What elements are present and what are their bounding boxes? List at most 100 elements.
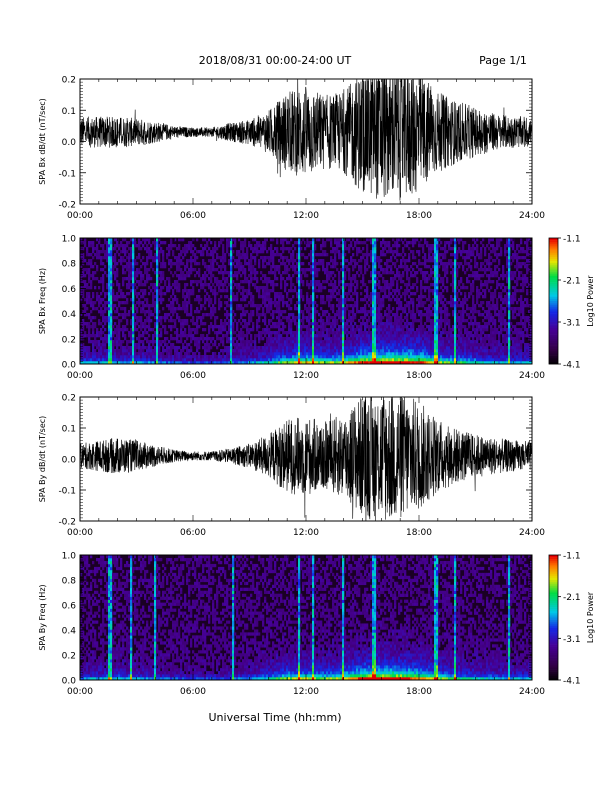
spectrogram-cell bbox=[86, 268, 89, 272]
spectrogram-cell bbox=[80, 346, 83, 350]
spectrogram-cell bbox=[238, 349, 241, 353]
spectrogram-cell bbox=[380, 349, 383, 353]
spectrogram-cell bbox=[290, 238, 293, 242]
spectrogram-cell bbox=[350, 298, 353, 302]
spectrogram-cell bbox=[314, 358, 317, 362]
spectrogram-cell bbox=[226, 295, 229, 299]
spectrogram-cell bbox=[278, 340, 281, 344]
spectrogram-cell bbox=[352, 343, 355, 347]
spectrogram-cell bbox=[384, 280, 387, 284]
spectrogram-cell bbox=[298, 313, 301, 317]
spectrogram-cell bbox=[84, 241, 87, 245]
spectrogram-cell bbox=[110, 358, 113, 362]
spectrogram-cell bbox=[184, 307, 187, 311]
spectrogram-cell bbox=[282, 262, 285, 266]
spectrogram-cell bbox=[88, 274, 91, 278]
spectrogram-cell bbox=[228, 253, 231, 257]
spectrogram-cell bbox=[272, 331, 275, 335]
spectrogram-cell bbox=[304, 340, 307, 344]
spectrogram-cell bbox=[258, 289, 261, 293]
spectrogram-cell bbox=[390, 292, 393, 296]
spectrogram-cell bbox=[156, 271, 159, 275]
spectrogram-cell bbox=[138, 346, 141, 350]
spectrogram-cell bbox=[100, 301, 103, 305]
spectrogram-cell bbox=[304, 334, 307, 338]
spectrogram-cell bbox=[136, 268, 139, 272]
spectrogram-cell bbox=[428, 307, 431, 311]
spectrogram-cell bbox=[328, 301, 331, 305]
spectrogram-cell bbox=[404, 244, 407, 248]
spectrogram-cell bbox=[328, 262, 331, 266]
spectrogram-cell bbox=[364, 361, 367, 364]
spectrogram-cell bbox=[298, 310, 301, 314]
spectrogram-cell bbox=[232, 337, 235, 341]
spectrogram-cell bbox=[374, 328, 377, 332]
spectrogram-cell bbox=[424, 286, 427, 290]
spectrogram-cell bbox=[424, 349, 427, 353]
spectrogram-cell bbox=[318, 340, 321, 344]
spectrogram-cell bbox=[108, 247, 111, 251]
spectrogram-cell bbox=[132, 337, 135, 341]
spectrogram-cell bbox=[264, 289, 267, 293]
spectrogram-cell bbox=[210, 325, 213, 329]
spectrogram-cell bbox=[366, 259, 369, 263]
spectrogram-cell bbox=[130, 274, 133, 278]
spectrogram-cell bbox=[144, 328, 147, 332]
spectrogram-cell bbox=[170, 238, 173, 242]
spectrogram-cell bbox=[292, 340, 295, 344]
spectrogram-cell bbox=[412, 352, 415, 356]
spectrogram-cell bbox=[424, 340, 427, 344]
spectrogram-cell bbox=[334, 355, 337, 359]
spectrogram-cell bbox=[230, 241, 233, 245]
spectrogram-cell bbox=[180, 322, 183, 326]
spectrogram-cell bbox=[280, 337, 283, 341]
spectrogram-cell bbox=[400, 355, 403, 359]
spectrogram-cell bbox=[326, 316, 329, 320]
spectrogram-cell bbox=[230, 280, 233, 284]
spectrogram-cell bbox=[312, 340, 315, 344]
spectrogram-cell bbox=[368, 310, 371, 314]
spectrogram-cell bbox=[382, 325, 385, 329]
spectrogram-cell bbox=[126, 256, 129, 260]
spectrogram-cell bbox=[420, 310, 423, 314]
spectrogram-cell bbox=[334, 238, 337, 242]
spectrogram-cell bbox=[270, 301, 273, 305]
spectrogram-cell bbox=[246, 340, 249, 344]
spectrogram-cell bbox=[366, 238, 369, 242]
spectrogram-cell bbox=[344, 352, 347, 356]
spectrogram-cell bbox=[182, 343, 185, 347]
spectrogram-cell bbox=[90, 280, 93, 284]
spectrogram-cell bbox=[308, 313, 311, 317]
spectrogram-cell bbox=[334, 256, 337, 260]
spectrogram-cell bbox=[196, 331, 199, 335]
spectrogram-cell bbox=[360, 259, 363, 263]
spectrogram-cell bbox=[224, 283, 227, 287]
spectrogram-cell bbox=[170, 325, 173, 329]
spectrogram-cell bbox=[232, 286, 235, 290]
spectrogram-cell bbox=[94, 343, 97, 347]
spectrogram-cell bbox=[128, 361, 131, 364]
spectrogram-cell bbox=[130, 265, 133, 269]
spectrogram-cell bbox=[92, 361, 95, 364]
spectrogram-cell bbox=[228, 340, 231, 344]
spectrogram-cell bbox=[164, 280, 167, 284]
spectrogram-cell bbox=[300, 352, 303, 356]
spectrogram-cell bbox=[428, 340, 431, 344]
spectrogram-cell bbox=[88, 241, 91, 245]
spectrogram-cell bbox=[410, 274, 413, 278]
spectrogram-cell bbox=[374, 334, 377, 338]
spectrogram-cell bbox=[248, 346, 251, 350]
spectrogram-cell bbox=[184, 304, 187, 308]
spectrogram-cell bbox=[232, 316, 235, 320]
spectrogram-cell bbox=[86, 334, 89, 338]
spectrogram-cell bbox=[258, 241, 261, 245]
spectrogram-cell bbox=[176, 316, 179, 320]
spectrogram-cell bbox=[154, 325, 157, 329]
spectrogram-cell bbox=[222, 322, 225, 326]
spectrogram-cell bbox=[208, 259, 211, 263]
spectrogram-cell bbox=[428, 343, 431, 347]
panel-0: 0.20.10.0-0.1-0.200:00 06:00 12:00 18:00 24:… bbox=[38, 76, 545, 222]
spectrogram-cell bbox=[424, 265, 427, 269]
spectrogram-cell bbox=[142, 358, 145, 362]
spectrogram-cell bbox=[318, 325, 321, 329]
